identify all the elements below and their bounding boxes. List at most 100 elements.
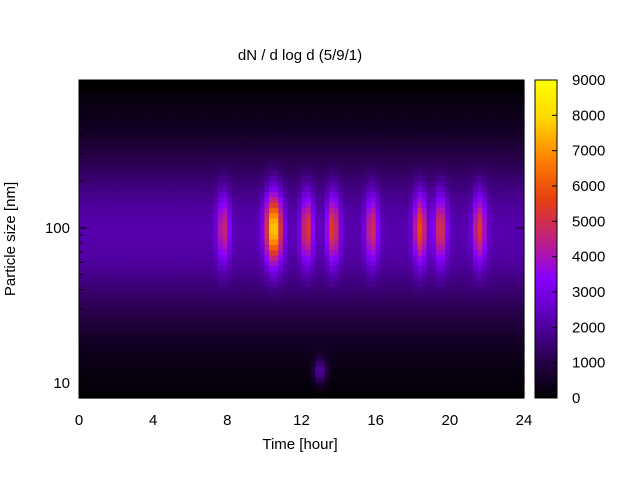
heatmap-cell: [245, 212, 252, 219]
heatmap-cell: [134, 95, 140, 102]
heatmap-cell: [380, 286, 386, 293]
heatmap-cell: [282, 201, 289, 208]
heatmap-cell: [222, 239, 228, 245]
heatmap-cell: [408, 307, 414, 314]
heatmap-cell: [315, 366, 321, 373]
heatmap-cell: [338, 217, 344, 224]
heatmap-cell: [167, 85, 173, 92]
heatmap-cell: [301, 276, 307, 282]
heatmap-cell: [435, 376, 442, 383]
heatmap-cell: [264, 276, 270, 282]
heatmap-cell: [278, 254, 284, 261]
heatmap-cell: [83, 111, 89, 118]
heatmap-cell: [190, 180, 196, 187]
heatmap-cell: [459, 95, 465, 102]
heatmap-cell: [185, 90, 191, 97]
heatmap-cell: [259, 228, 266, 235]
heatmap-cell: [306, 307, 312, 314]
heatmap-cell: [287, 366, 293, 373]
heatmap-cell: [157, 95, 164, 102]
heatmap-cell: [129, 265, 136, 272]
heatmap-cell: [417, 249, 423, 256]
heatmap-cell: [83, 90, 89, 97]
heatmap-cell: [352, 148, 358, 155]
heatmap-cell: [176, 138, 182, 145]
heatmap-cell: [148, 382, 154, 388]
heatmap-cell: [440, 254, 446, 261]
heatmap-cell: [422, 371, 428, 378]
heatmap-cell: [111, 196, 117, 203]
heatmap-cell: [218, 297, 224, 304]
heatmap-cell: [315, 334, 321, 341]
heatmap-cell: [449, 154, 456, 161]
heatmap-cell: [333, 186, 340, 192]
heatmap-cell: [125, 286, 131, 293]
heatmap-cell: [120, 95, 126, 102]
heatmap-cell: [250, 127, 256, 134]
heatmap-cell: [371, 350, 377, 357]
heatmap-cell: [422, 318, 428, 325]
heatmap-cell: [143, 254, 150, 261]
heatmap-cell: [259, 360, 266, 367]
heatmap-cell: [398, 223, 405, 229]
heatmap-cell: [218, 302, 224, 309]
heatmap-cell: [463, 376, 469, 383]
heatmap-cell: [250, 387, 256, 394]
heatmap-cell: [398, 85, 405, 92]
heatmap-cell: [185, 376, 191, 383]
heatmap-cell: [111, 191, 117, 198]
heatmap-cell: [310, 355, 317, 362]
heatmap-cell: [380, 122, 386, 129]
heatmap-cell: [194, 334, 201, 341]
heatmap-cell: [366, 270, 372, 277]
heatmap-cell: [371, 90, 377, 97]
heatmap-cell: [408, 186, 414, 192]
heatmap-cell: [403, 392, 409, 399]
heatmap-cell: [431, 117, 437, 123]
heatmap-cell: [139, 239, 145, 245]
heatmap-cell: [412, 80, 418, 86]
heatmap-cell: [97, 355, 103, 362]
heatmap-cell: [227, 334, 233, 341]
heatmap-cell: [139, 302, 145, 309]
heatmap-cell: [315, 297, 321, 304]
heatmap-cell: [227, 175, 233, 182]
heatmap-cell: [449, 223, 456, 229]
heatmap-cell: [417, 90, 423, 97]
heatmap-cell: [148, 339, 154, 346]
heatmap-cell: [139, 382, 145, 388]
heatmap-cell: [102, 138, 108, 145]
heatmap-cell: [380, 164, 386, 171]
heatmap-cell: [352, 292, 358, 298]
heatmap-cell: [236, 244, 242, 251]
heatmap-cell: [408, 217, 414, 224]
heatmap-cell: [352, 95, 358, 102]
heatmap-cell: [255, 392, 261, 399]
heatmap-cell: [273, 196, 279, 203]
heatmap-cell: [361, 133, 367, 139]
heatmap-cell: [398, 101, 405, 108]
heatmap-cell: [301, 180, 307, 187]
heatmap-cell: [445, 138, 451, 145]
heatmap-cell: [454, 302, 460, 309]
heatmap-cell: [445, 276, 451, 282]
heatmap-cell: [306, 90, 312, 97]
heatmap-cell: [162, 95, 168, 102]
heatmap-cell: [167, 207, 173, 214]
heatmap-cell: [398, 80, 405, 86]
heatmap-cell: [296, 302, 303, 309]
heatmap-cell: [231, 201, 238, 208]
heatmap-cell: [143, 260, 150, 267]
heatmap-cell: [408, 117, 414, 123]
heatmap-cell: [79, 302, 85, 309]
heatmap-cell: [245, 281, 252, 288]
heatmap-cell: [176, 281, 182, 288]
heatmap-cell: [125, 366, 131, 373]
heatmap-cell: [269, 302, 275, 309]
heatmap-cell: [278, 350, 284, 357]
heatmap-cell: [92, 207, 99, 214]
heatmap-cell: [371, 201, 377, 208]
heatmap-cell: [366, 318, 372, 325]
heatmap-cell: [222, 228, 228, 235]
heatmap-cell: [412, 249, 418, 256]
